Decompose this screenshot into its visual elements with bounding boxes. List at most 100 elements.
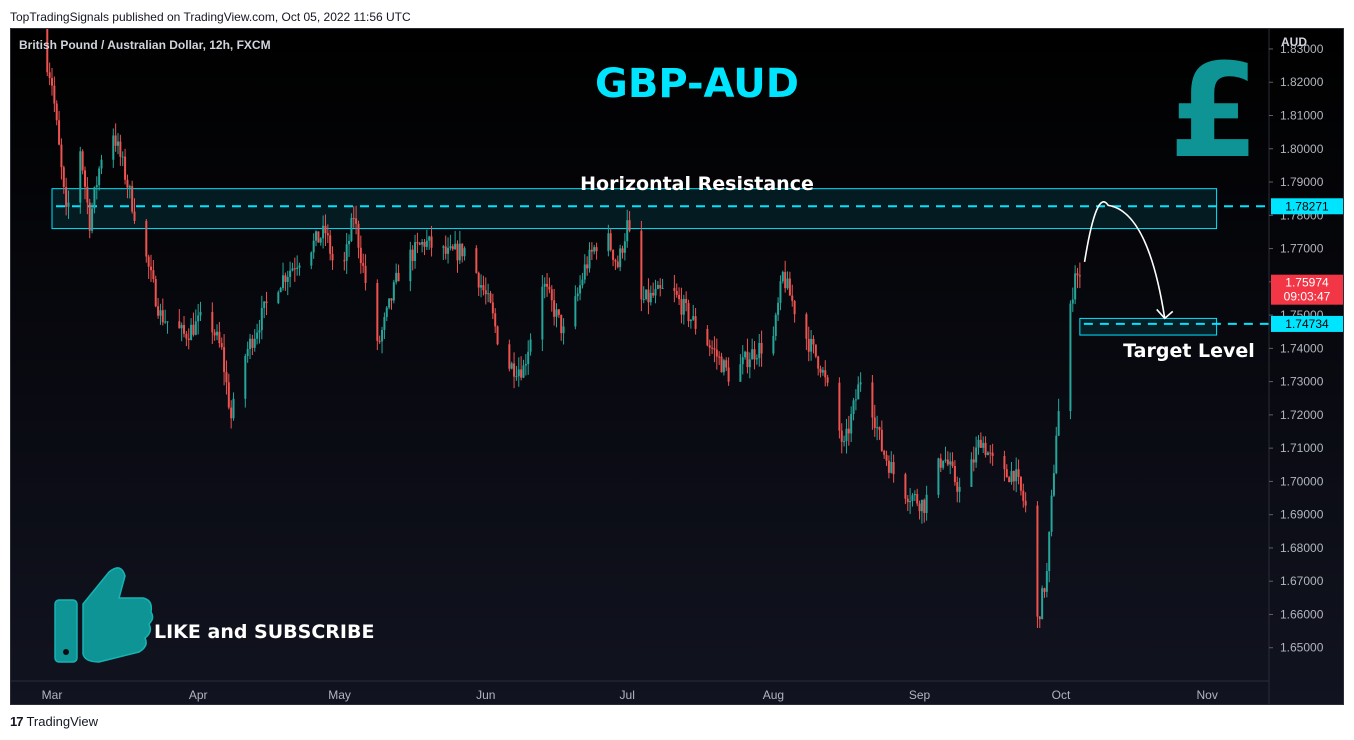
candle bbox=[362, 253, 365, 273]
candle bbox=[1055, 426, 1058, 475]
candle bbox=[291, 262, 294, 272]
candle bbox=[416, 232, 419, 254]
candle bbox=[390, 298, 393, 310]
candle bbox=[614, 258, 617, 271]
candle bbox=[324, 214, 327, 246]
candle bbox=[878, 426, 881, 440]
candle bbox=[781, 270, 784, 284]
candle bbox=[411, 245, 414, 271]
candle bbox=[326, 224, 329, 243]
candle bbox=[220, 337, 223, 350]
candle bbox=[746, 338, 749, 374]
candle bbox=[480, 274, 483, 298]
candle bbox=[157, 298, 160, 319]
candle bbox=[890, 451, 893, 474]
candle bbox=[925, 485, 928, 521]
candle bbox=[1017, 459, 1020, 485]
candle bbox=[150, 254, 153, 282]
candle bbox=[581, 272, 584, 289]
last-price-tag[interactable] bbox=[1271, 274, 1343, 305]
candle bbox=[654, 279, 657, 304]
candle bbox=[194, 309, 197, 336]
candle bbox=[515, 365, 518, 381]
candle bbox=[555, 303, 558, 328]
resistance-zone[interactable] bbox=[51, 188, 1218, 230]
y-tick-label: 1.65000 bbox=[1280, 641, 1324, 655]
candle bbox=[557, 308, 560, 318]
candle bbox=[628, 211, 631, 233]
target-zone[interactable] bbox=[1079, 317, 1218, 336]
candle bbox=[1015, 457, 1018, 493]
candle bbox=[315, 230, 318, 247]
candle bbox=[850, 406, 853, 443]
candle bbox=[760, 330, 763, 367]
candle bbox=[692, 304, 695, 321]
candle bbox=[645, 289, 648, 301]
y-tick-label: 1.80000 bbox=[1280, 142, 1324, 156]
candle bbox=[192, 312, 195, 337]
resistance-price-tag[interactable] bbox=[1271, 198, 1343, 215]
candle bbox=[199, 301, 202, 322]
candle bbox=[812, 335, 815, 354]
candle bbox=[656, 280, 659, 290]
candle bbox=[819, 365, 822, 378]
candle bbox=[55, 100, 58, 126]
candle bbox=[284, 272, 287, 291]
target-price-tag[interactable] bbox=[1271, 315, 1343, 332]
price-chart[interactable]: 1.830001.820001.810001.800001.790001.780… bbox=[11, 29, 1343, 704]
candle bbox=[788, 271, 791, 296]
candle bbox=[593, 244, 596, 255]
candle bbox=[876, 415, 879, 441]
candle bbox=[81, 149, 84, 175]
candle bbox=[296, 255, 299, 276]
candle bbox=[621, 245, 624, 259]
candle bbox=[1012, 470, 1015, 491]
tradingview-brand[interactable]: 17 TradingView bbox=[10, 714, 98, 729]
candle bbox=[859, 372, 862, 392]
candle bbox=[1071, 287, 1074, 312]
candle bbox=[211, 302, 214, 345]
candle bbox=[708, 339, 711, 357]
candle bbox=[680, 287, 683, 324]
candle bbox=[376, 279, 379, 351]
candle bbox=[574, 285, 577, 330]
candle bbox=[319, 237, 322, 246]
resistance-price-tag-text: 1.78271 bbox=[1285, 199, 1329, 213]
candle bbox=[216, 324, 219, 341]
candle bbox=[871, 375, 874, 430]
candle bbox=[58, 110, 61, 146]
candle bbox=[178, 309, 181, 329]
chart-panel[interactable]: 1.83000 1.82000 1.81000 1.80000 1.79000 1.780… bbox=[10, 28, 1344, 705]
candle bbox=[541, 275, 544, 352]
candle bbox=[958, 477, 961, 503]
candle bbox=[595, 242, 598, 260]
candle bbox=[166, 321, 169, 334]
candle bbox=[972, 446, 975, 472]
candle bbox=[298, 262, 301, 276]
candle bbox=[623, 233, 626, 261]
candle bbox=[121, 151, 124, 167]
candle bbox=[456, 240, 459, 273]
candle bbox=[124, 148, 127, 185]
candle bbox=[546, 273, 549, 297]
target-price-tag-text: 1.74734 bbox=[1285, 317, 1329, 331]
candle bbox=[805, 312, 808, 350]
x-tick-label: Sep bbox=[909, 688, 931, 702]
y-tick-label: 1.70000 bbox=[1280, 474, 1324, 488]
candle bbox=[263, 301, 266, 319]
y-tick-label: 1.81000 bbox=[1280, 108, 1324, 122]
candle bbox=[659, 278, 662, 297]
candle bbox=[128, 184, 131, 199]
candle bbox=[989, 445, 992, 464]
candle bbox=[279, 286, 282, 293]
candle bbox=[619, 244, 622, 272]
candle bbox=[322, 215, 325, 249]
candle bbox=[508, 339, 511, 372]
candle bbox=[873, 404, 876, 437]
candle bbox=[230, 400, 233, 429]
candle bbox=[1041, 585, 1044, 620]
candle bbox=[607, 224, 610, 257]
candle bbox=[626, 209, 629, 248]
candle bbox=[91, 202, 94, 234]
candle bbox=[312, 233, 315, 259]
